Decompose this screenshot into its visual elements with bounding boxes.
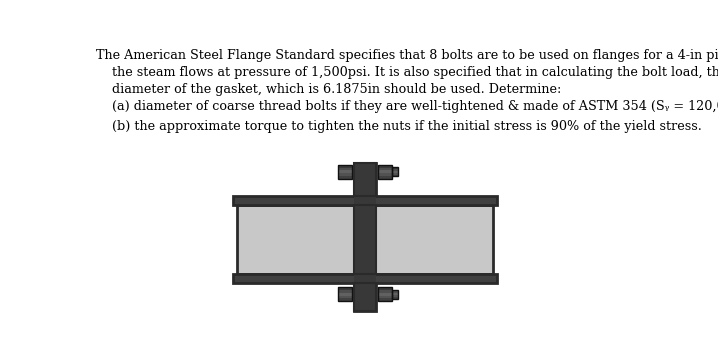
Bar (392, 169, 398, 171)
Bar (337, 168, 352, 170)
Bar (392, 293, 398, 295)
Bar (354, 195, 376, 205)
Bar (337, 287, 352, 301)
Bar (378, 296, 392, 298)
Bar (392, 295, 398, 297)
Bar (378, 290, 392, 293)
Bar (392, 175, 398, 176)
Bar (354, 283, 376, 311)
Bar (337, 165, 352, 168)
Bar (378, 298, 392, 301)
Bar (337, 298, 352, 301)
Bar (392, 167, 398, 169)
Bar (337, 173, 352, 176)
Bar (378, 170, 392, 173)
Bar (354, 283, 376, 311)
Bar (378, 173, 392, 176)
Bar (378, 176, 392, 179)
Text: (a) diameter of coarse thread bolts if they are well-tightened & made of ASTM 35: (a) diameter of coarse thread bolts if t… (96, 100, 718, 113)
Bar (337, 296, 352, 298)
Bar (337, 176, 352, 179)
Bar (378, 165, 392, 168)
Bar (392, 289, 398, 292)
Bar (378, 287, 392, 290)
Bar (354, 163, 376, 195)
Bar (337, 293, 352, 296)
Bar (237, 205, 493, 274)
Bar (392, 297, 398, 299)
Bar (378, 293, 392, 296)
Bar (337, 170, 352, 173)
Bar (392, 167, 398, 176)
Bar (392, 289, 398, 299)
Bar (378, 287, 392, 301)
Bar (337, 287, 352, 290)
Bar (354, 163, 376, 195)
Text: (b) the approximate torque to tighten the nuts if the initial stress is 90% of t: (b) the approximate torque to tighten th… (96, 120, 701, 133)
Bar (354, 205, 376, 274)
Bar (392, 173, 398, 175)
Bar (378, 165, 392, 179)
Text: The American Steel Flange Standard specifies that 8 bolts are to be used on flan: The American Steel Flange Standard speci… (96, 49, 718, 96)
Bar (337, 290, 352, 293)
Bar (392, 292, 398, 293)
Bar (354, 274, 376, 283)
Bar (378, 168, 392, 170)
Bar (354, 163, 376, 195)
Bar (233, 274, 497, 283)
Bar (392, 171, 398, 173)
Bar (337, 165, 352, 179)
Bar (233, 195, 497, 205)
Bar (237, 205, 493, 274)
Bar (354, 283, 376, 311)
